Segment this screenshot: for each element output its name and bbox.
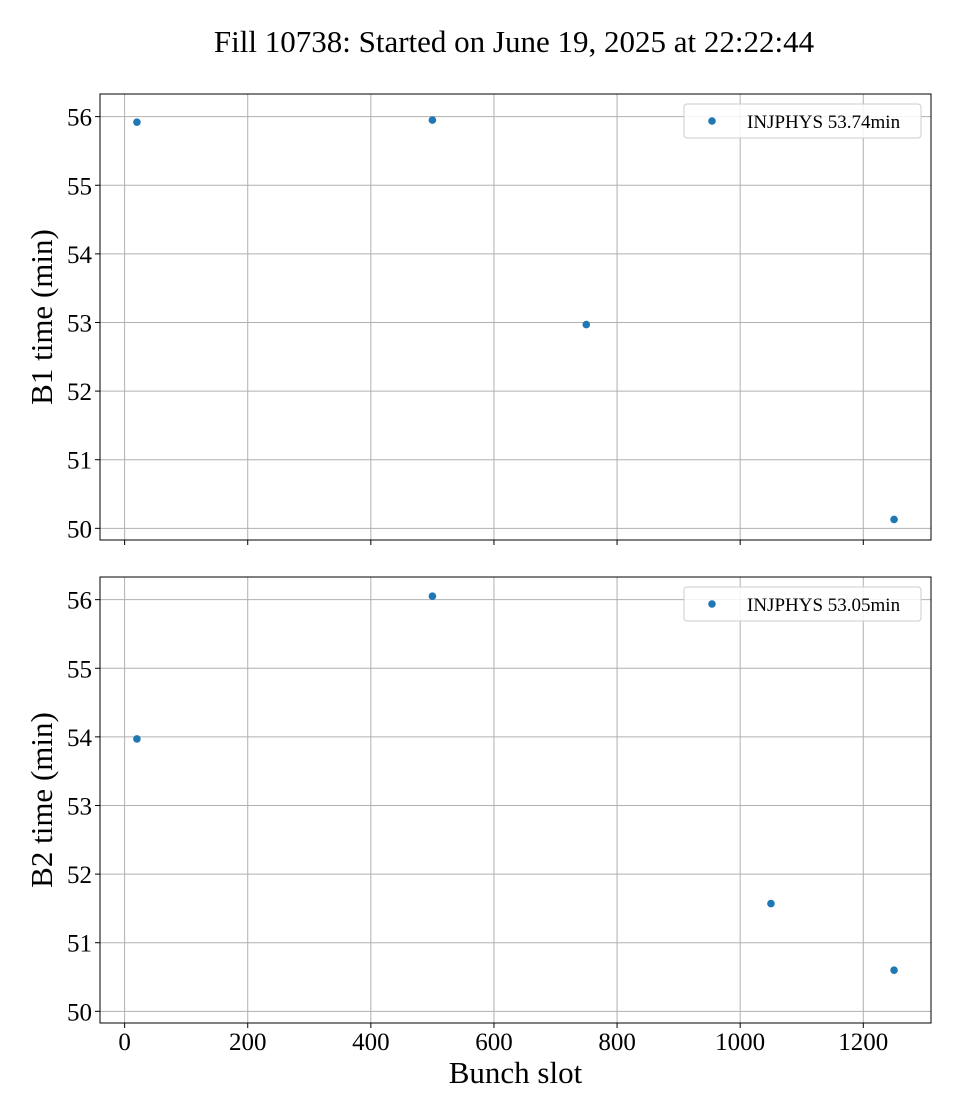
b1-data-point — [890, 515, 898, 524]
b1-ytick-label: 56 — [67, 105, 92, 132]
b1-legend-label: INJPHYS 53.74min — [747, 112, 901, 133]
figure-title: Fill 10738: Started on June 19, 2025 at … — [214, 24, 815, 59]
b1-y-axis-label: B1 time (min) — [24, 229, 59, 405]
b2-ytick-label: 52 — [67, 862, 92, 889]
b2-legend — [683, 586, 922, 622]
b2-legend-marker — [708, 600, 716, 608]
b1-data-point — [133, 118, 141, 126]
b2-xtick-label: 1000 — [715, 1029, 765, 1056]
b1-data-point — [428, 116, 437, 124]
b2-data-point — [428, 592, 437, 601]
b1-ytick-label: 52 — [67, 379, 92, 406]
b1-data-point — [582, 320, 591, 329]
b2-xtick-label: 200 — [229, 1029, 267, 1056]
b1-panel: 50 51 52 53 54 55 56 B1 time (min) INJPHYS 53.74… — [24, 93, 932, 545]
b1-ytick-label: 53 — [67, 310, 92, 337]
b2-xtick-label: 0 — [118, 1029, 131, 1056]
b1-ytick-label: 50 — [67, 516, 92, 543]
b2-ytick-label: 56 — [67, 588, 92, 615]
b2-ytick-label: 50 — [67, 999, 92, 1026]
b2-data-point — [767, 899, 775, 908]
b2-panel: 0 200 400 600 800 1000 1200 50 51 52 53 54 55 56 B2 ti… — [24, 576, 932, 1090]
b1-axes-frame — [99, 93, 932, 541]
b2-axes-frame — [99, 576, 932, 1024]
b2-ytick-label: 51 — [67, 931, 92, 958]
b2-xtick-label: 600 — [475, 1029, 513, 1056]
b1-ytick-label: 55 — [67, 173, 92, 200]
b2-legend-label: INJPHYS 53.05min — [747, 595, 901, 616]
b1-ytick-label: 54 — [67, 242, 93, 269]
b2-data-point — [890, 966, 898, 974]
b2-xtick-label: 1200 — [838, 1029, 888, 1056]
b1-legend-marker — [708, 117, 716, 125]
b2-data-point — [133, 735, 141, 743]
b2-ytick-label: 53 — [67, 793, 92, 820]
b1-ytick-label: 51 — [67, 448, 92, 475]
b2-x-axis-label: Bunch slot — [449, 1055, 583, 1090]
b2-ytick-label: 54 — [67, 725, 93, 752]
b2-xtick-label: 400 — [352, 1029, 390, 1056]
b2-y-axis-label: B2 time (min) — [24, 712, 59, 888]
b2-xtick-label: 800 — [598, 1029, 636, 1056]
b1-legend — [683, 103, 922, 139]
b2-ytick-label: 55 — [67, 656, 92, 683]
